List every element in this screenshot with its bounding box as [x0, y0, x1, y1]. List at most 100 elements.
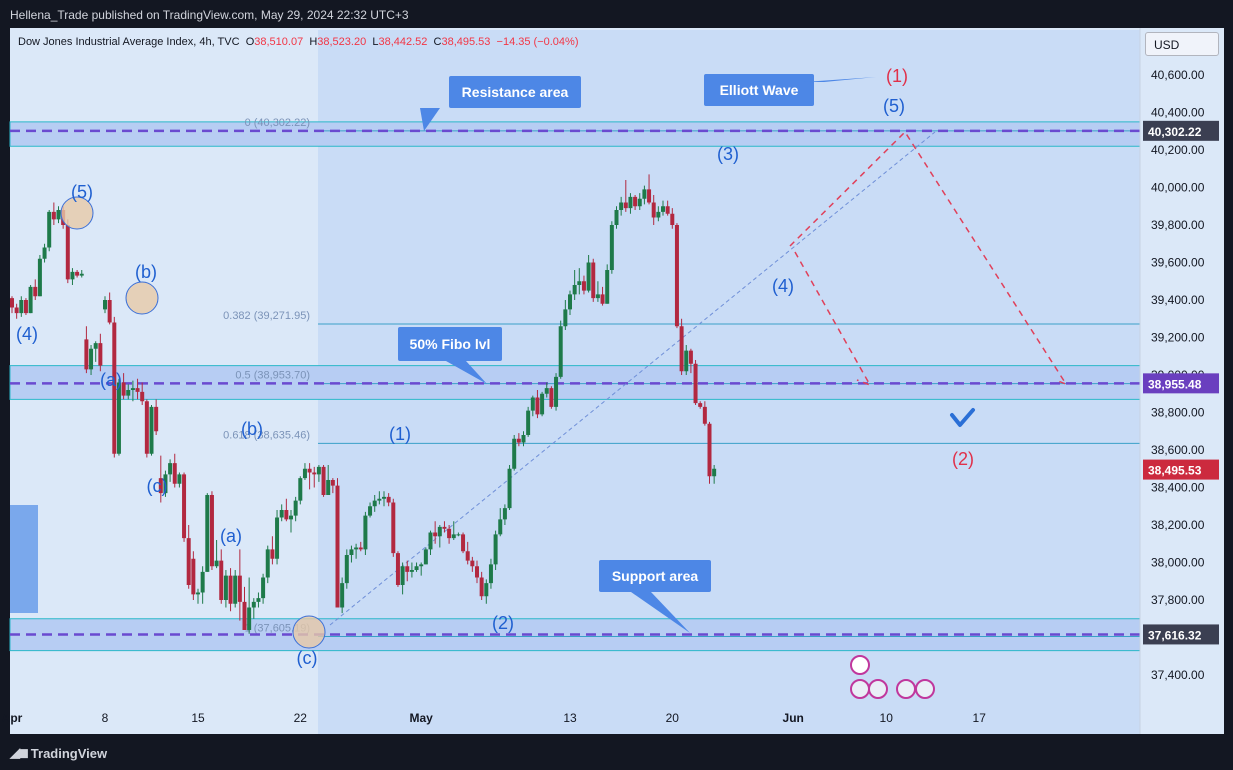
wave-label: (b): [241, 419, 263, 439]
x-tick-label: 17: [973, 711, 987, 725]
candle-body: [623, 202, 628, 209]
candle-body: [516, 438, 521, 443]
candle-body: [591, 262, 596, 299]
candle-body: [419, 564, 424, 567]
candle-body: [442, 526, 447, 529]
pivot-circle: [125, 281, 159, 315]
candle-body: [256, 598, 261, 602]
y-tick-label: 38,600.00: [1151, 443, 1205, 457]
wave-label: (4): [16, 324, 38, 344]
candle-body: [400, 566, 405, 585]
candle-body: [665, 206, 670, 214]
callout-box-fibo: [398, 327, 502, 361]
y-tick-label: 37,800.00: [1151, 593, 1205, 607]
brand-text: TradingView: [30, 745, 108, 761]
candle-body: [233, 575, 238, 604]
candle-body: [456, 534, 461, 536]
x-tick-label: 8: [102, 711, 109, 725]
y-tick-label: 39,400.00: [1151, 293, 1205, 307]
y-tick-label: 37,400.00: [1151, 668, 1205, 682]
candle-body: [568, 294, 572, 310]
candle-body: [521, 435, 526, 443]
candle-body: [302, 468, 307, 479]
candle-body: [428, 532, 433, 550]
callout-label-elliott: Elliott Wave: [720, 82, 799, 98]
event-flag-icon: [868, 679, 888, 699]
candle-body: [461, 534, 466, 552]
candle-body: [75, 271, 80, 276]
fib-label: 0.382 (39,271.95): [223, 310, 310, 322]
candle-body: [293, 500, 298, 516]
event-flag-icon: [915, 679, 935, 699]
x-tick-label: 15: [191, 711, 205, 725]
publisher-bar: Hellena_Trade published on TradingView.c…: [0, 0, 1233, 28]
candle-body: [414, 566, 419, 570]
wave-label: (c): [297, 648, 318, 668]
tradingview-logo[interactable]: ◢◼ TradingView: [10, 745, 107, 761]
change-value: −14.35 (−0.04%): [496, 36, 579, 48]
high-label: H: [309, 36, 318, 48]
fib-label: 0.5 (38,953.70): [235, 370, 310, 382]
candle-body: [205, 495, 210, 572]
y-tick-label: 38,200.00: [1151, 518, 1205, 532]
candle-body: [488, 564, 493, 584]
callout-box-resistance: [449, 76, 581, 108]
event-lightning-icon: [850, 655, 870, 675]
y-tick-label: 38,000.00: [1151, 556, 1205, 570]
candle-body: [661, 206, 665, 212]
pivot-circle: [60, 196, 94, 230]
y-tick-label: 40,000.00: [1151, 181, 1205, 195]
candle-body: [498, 519, 503, 535]
candle-body: [447, 528, 452, 539]
candle-body: [688, 350, 693, 364]
check-icon: [950, 408, 975, 427]
candle-body: [70, 271, 75, 280]
price-label: 37,616.32: [1148, 628, 1202, 642]
price-label: 40,302.22: [1148, 125, 1202, 139]
candle-body: [372, 500, 377, 507]
price-label: 38,495.53: [1148, 464, 1202, 478]
candle-body: [651, 202, 656, 218]
candle-body: [42, 247, 47, 259]
candle-body: [47, 211, 52, 248]
candle-body: [326, 480, 331, 495]
candle-body: [544, 388, 549, 394]
y-tick-label: 39,200.00: [1151, 331, 1205, 345]
candle-body: [279, 510, 284, 518]
candle-body: [633, 196, 638, 207]
candle-body: [196, 592, 200, 595]
wave-label: (c): [147, 476, 168, 496]
y-tick-label: 38,800.00: [1151, 406, 1205, 420]
x-tick-label: May: [410, 711, 434, 725]
high-value: 38,523.20: [317, 36, 367, 48]
callout-pointer-fibo: [446, 361, 487, 384]
symbol-info: Dow Jones Industrial Average Index, 4h, …: [18, 36, 578, 48]
candle-body: [200, 571, 205, 593]
candle-body: [84, 339, 89, 370]
currency-selector[interactable]: USD: [1145, 32, 1219, 56]
candle-body: [19, 300, 24, 314]
candle-body: [484, 583, 489, 597]
candle-body: [540, 393, 545, 415]
candle-body: [502, 508, 507, 520]
candle-body: [433, 532, 438, 537]
candle-body: [163, 474, 168, 494]
candle-body: [289, 515, 293, 520]
candle-body: [144, 401, 149, 454]
candle-body: [121, 382, 126, 396]
candle-body: [89, 348, 94, 370]
fib-label: 0.618 (38,635.46): [223, 429, 310, 441]
footer: ◢◼ TradingView: [0, 736, 1233, 770]
candle-body: [409, 570, 414, 572]
candle-body: [23, 300, 28, 314]
wave-label: (4): [772, 276, 794, 296]
candle-body: [177, 474, 182, 484]
wave-label: (2): [492, 613, 514, 633]
candle-body: [209, 495, 214, 567]
candle-body: [270, 549, 275, 559]
open-value: 38,510.07: [254, 36, 304, 48]
candle-body: [712, 468, 717, 477]
candle-body: [98, 343, 103, 366]
price-label-box: [1143, 373, 1219, 394]
